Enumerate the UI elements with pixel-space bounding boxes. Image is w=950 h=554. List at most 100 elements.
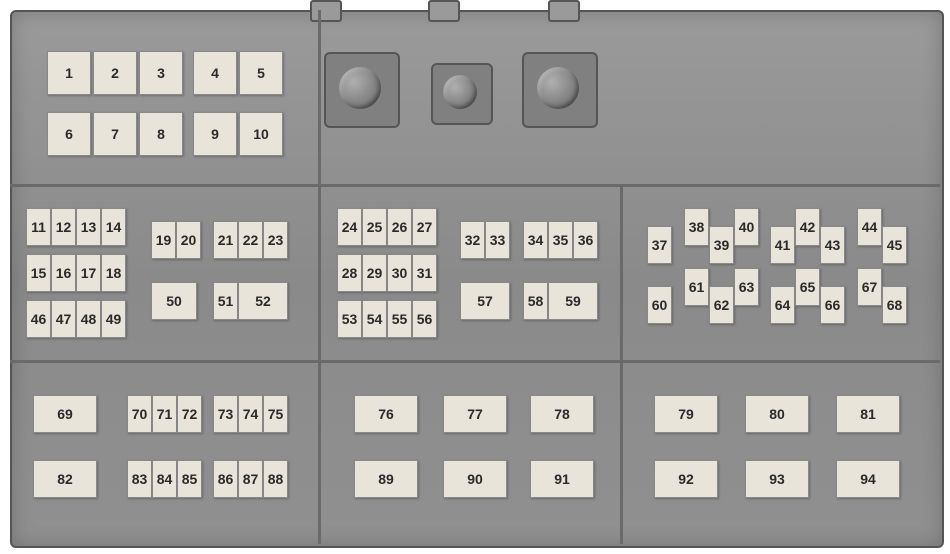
fuse-label: 38 — [689, 219, 705, 235]
fuse-slot-86: 86 — [213, 460, 238, 498]
fuse-label: 91 — [554, 471, 570, 487]
fuse-slot-45: 45 — [882, 226, 907, 264]
fuse-label: 29 — [367, 265, 383, 281]
fuse-label: 93 — [769, 471, 785, 487]
section-line — [318, 10, 321, 544]
fuse-label: 49 — [106, 311, 122, 327]
fuse-slot-36: 36 — [573, 221, 598, 259]
panel-notch — [428, 0, 460, 22]
fuse-label: 33 — [490, 232, 506, 248]
fuse-label: 56 — [417, 311, 433, 327]
fuse-label: 23 — [268, 232, 284, 248]
fuse-slot-81: 81 — [836, 395, 900, 433]
fuse-label: 43 — [825, 237, 841, 253]
fuse-slot-67: 67 — [857, 268, 882, 306]
fuse-label: 80 — [769, 406, 785, 422]
relay-circle — [537, 67, 579, 109]
fuse-slot-30: 30 — [387, 254, 412, 292]
fuse-slot-59: 59 — [548, 282, 598, 320]
fuse-label: 60 — [652, 297, 668, 313]
fuse-slot-85: 85 — [177, 460, 202, 498]
fuse-slot-26: 26 — [387, 208, 412, 246]
fuse-label: 78 — [554, 406, 570, 422]
fuse-label: 63 — [739, 279, 755, 295]
fuse-slot-52: 52 — [238, 282, 288, 320]
fuse-label: 44 — [862, 219, 878, 235]
fuse-label: 64 — [775, 297, 791, 313]
fuse-label: 52 — [255, 293, 271, 309]
fuse-label: 8 — [157, 126, 165, 142]
fuse-label: 30 — [392, 265, 408, 281]
fuse-label: 26 — [392, 219, 408, 235]
fuse-label: 72 — [182, 406, 198, 422]
fuse-slot-24: 24 — [337, 208, 362, 246]
fuse-slot-4: 4 — [193, 51, 237, 95]
fuse-label: 66 — [825, 297, 841, 313]
fuse-label: 39 — [714, 237, 730, 253]
fuse-slot-23: 23 — [263, 221, 288, 259]
fuse-label: 58 — [528, 293, 544, 309]
fuse-label: 77 — [467, 406, 483, 422]
fuse-label: 74 — [243, 406, 259, 422]
fuse-label: 57 — [477, 293, 493, 309]
fuse-slot-15: 15 — [26, 254, 51, 292]
fuse-label: 36 — [578, 232, 594, 248]
fuse-label: 67 — [862, 279, 878, 295]
fuse-slot-27: 27 — [412, 208, 437, 246]
panel-notch — [310, 0, 342, 22]
fuse-slot-66: 66 — [820, 286, 845, 324]
fuse-slot-44: 44 — [857, 208, 882, 246]
fuse-label: 59 — [565, 293, 581, 309]
fuse-label: 76 — [378, 406, 394, 422]
fuse-slot-69: 69 — [33, 395, 97, 433]
fuse-slot-94: 94 — [836, 460, 900, 498]
fuse-label: 48 — [81, 311, 97, 327]
fuse-label: 65 — [800, 279, 816, 295]
fuse-label: 75 — [268, 406, 284, 422]
fuse-slot-5: 5 — [239, 51, 283, 95]
fuse-label: 5 — [257, 65, 265, 81]
fuse-slot-9: 9 — [193, 112, 237, 156]
fuse-label: 61 — [689, 279, 705, 295]
fuse-slot-76: 76 — [354, 395, 418, 433]
fuse-slot-72: 72 — [177, 395, 202, 433]
fuse-label: 24 — [342, 219, 358, 235]
panel-notch — [548, 0, 580, 22]
fuse-label: 73 — [218, 406, 234, 422]
fuse-label: 1 — [65, 65, 73, 81]
fuse-slot-91: 91 — [530, 460, 594, 498]
fuse-slot-8: 8 — [139, 112, 183, 156]
fuse-label: 88 — [268, 471, 284, 487]
fuse-slot-39: 39 — [709, 226, 734, 264]
fuse-slot-73: 73 — [213, 395, 238, 433]
fuse-slot-35: 35 — [548, 221, 573, 259]
fuse-slot-19: 19 — [151, 221, 176, 259]
fuse-slot-42: 42 — [795, 208, 820, 246]
fuse-slot-65: 65 — [795, 268, 820, 306]
fuse-label: 7 — [111, 126, 119, 142]
fuse-label: 17 — [81, 265, 97, 281]
fuse-slot-68: 68 — [882, 286, 907, 324]
fuse-slot-20: 20 — [176, 221, 201, 259]
fuse-slot-38: 38 — [684, 208, 709, 246]
fuse-label: 27 — [417, 219, 433, 235]
fuse-label: 71 — [157, 406, 173, 422]
fuse-slot-89: 89 — [354, 460, 418, 498]
fuse-slot-63: 63 — [734, 268, 759, 306]
fuse-slot-29: 29 — [362, 254, 387, 292]
fuse-label: 69 — [57, 406, 73, 422]
fuse-slot-92: 92 — [654, 460, 718, 498]
section-line — [620, 184, 623, 544]
fuse-slot-1: 1 — [47, 51, 91, 95]
fuse-slot-3: 3 — [139, 51, 183, 95]
fuse-label: 32 — [465, 232, 481, 248]
fuse-slot-31: 31 — [412, 254, 437, 292]
fuse-slot-7: 7 — [93, 112, 137, 156]
fuse-slot-22: 22 — [238, 221, 263, 259]
fuse-label: 28 — [342, 265, 358, 281]
fuse-slot-78: 78 — [530, 395, 594, 433]
section-line — [10, 360, 940, 363]
fuse-slot-88: 88 — [263, 460, 288, 498]
fuse-label: 41 — [775, 237, 791, 253]
fuse-slot-43: 43 — [820, 226, 845, 264]
